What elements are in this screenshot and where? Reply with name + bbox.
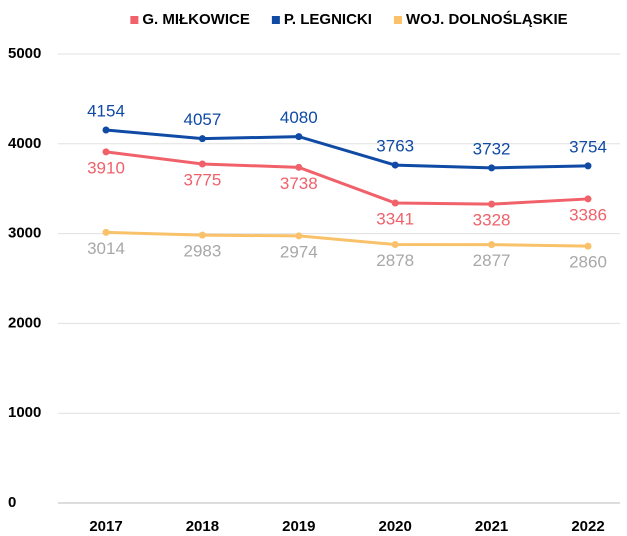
series-line bbox=[105, 150, 589, 206]
y-tick-label: 0 bbox=[8, 494, 16, 511]
point bbox=[102, 148, 110, 156]
data-label: 3738 bbox=[280, 174, 318, 193]
legend-swatch bbox=[271, 16, 280, 24]
x-tick-label: 2021 bbox=[475, 518, 508, 535]
point bbox=[295, 133, 303, 141]
data-label: 2860 bbox=[569, 253, 607, 272]
y-tick-label: 4000 bbox=[8, 135, 41, 152]
x-tick-label: 2020 bbox=[379, 518, 412, 535]
legend-label: G. MIŁKOWICE bbox=[142, 11, 250, 28]
data-label: 3341 bbox=[376, 209, 414, 228]
legend-label: P. LEGNICKI bbox=[284, 11, 372, 28]
x-tick-label: 2022 bbox=[571, 518, 604, 535]
y-tick-label: 2000 bbox=[8, 314, 41, 331]
point bbox=[295, 232, 303, 240]
series-line bbox=[105, 230, 589, 248]
data-label: 3754 bbox=[569, 137, 607, 156]
point bbox=[584, 195, 592, 203]
point bbox=[488, 200, 496, 208]
legend-swatch bbox=[130, 16, 139, 24]
x-tick-label: 2017 bbox=[89, 518, 122, 535]
legend-label: WOJ. DOLNOŚLĄSKIE bbox=[406, 10, 568, 28]
point bbox=[198, 231, 206, 239]
y-tick-label: 1000 bbox=[8, 404, 41, 421]
x-tick-label: 2018 bbox=[186, 518, 219, 535]
data-label: 4057 bbox=[183, 110, 221, 129]
point bbox=[488, 164, 496, 172]
y-tick-label: 3000 bbox=[8, 225, 41, 242]
data-label: 2983 bbox=[183, 242, 221, 261]
data-label: 2877 bbox=[473, 251, 511, 270]
point bbox=[391, 241, 399, 249]
data-label: 3014 bbox=[87, 239, 125, 258]
data-label: 3910 bbox=[87, 158, 125, 177]
x-tick-label: 2019 bbox=[282, 518, 315, 535]
point bbox=[198, 135, 206, 143]
data-label: 3732 bbox=[473, 139, 511, 158]
point bbox=[584, 242, 592, 250]
point bbox=[391, 161, 399, 169]
point bbox=[391, 199, 399, 207]
point bbox=[584, 162, 592, 170]
data-label: 3763 bbox=[376, 137, 414, 156]
point bbox=[102, 126, 110, 134]
data-label: 3328 bbox=[473, 211, 511, 230]
point bbox=[102, 228, 110, 236]
data-label: 2974 bbox=[280, 242, 318, 261]
point bbox=[295, 163, 303, 171]
data-label: 3775 bbox=[183, 170, 221, 189]
legend-swatch bbox=[393, 16, 402, 24]
y-tick-label: 5000 bbox=[8, 45, 41, 62]
data-label: 4154 bbox=[87, 101, 125, 120]
data-label: 2878 bbox=[376, 251, 414, 270]
data-label: 4080 bbox=[280, 108, 318, 127]
series-line bbox=[105, 128, 589, 170]
point bbox=[488, 241, 496, 249]
data-label: 3386 bbox=[569, 205, 607, 224]
point bbox=[198, 160, 206, 168]
